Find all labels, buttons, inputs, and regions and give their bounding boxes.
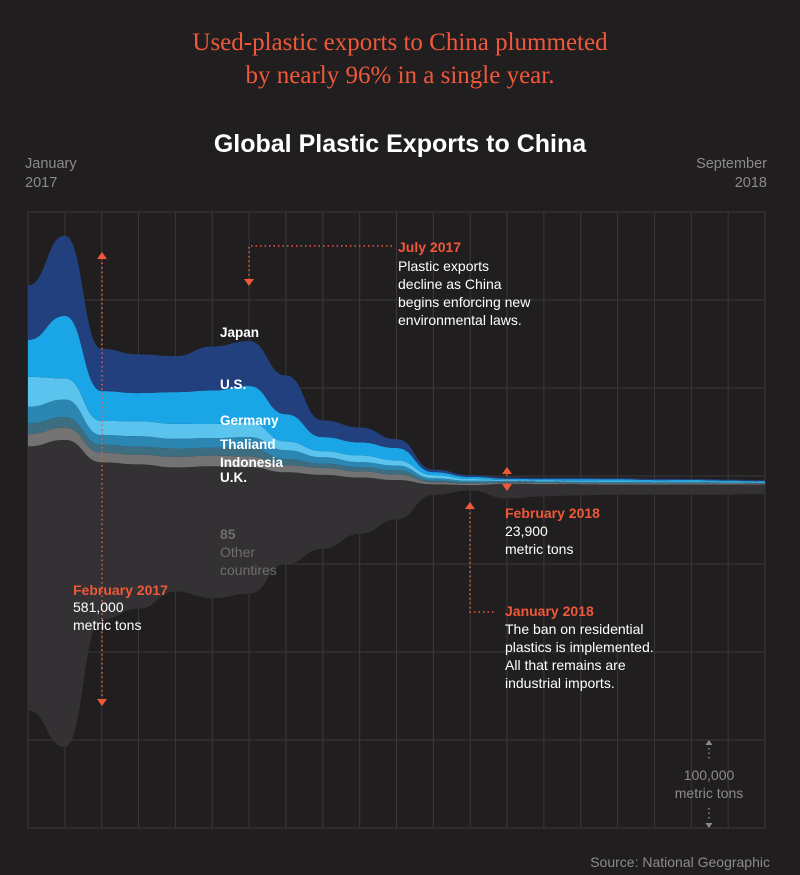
annotation-jan-2018-leader bbox=[469, 508, 496, 613]
layer-thailand bbox=[28, 399, 765, 484]
annotation-july-2017-line: begins enforcing new bbox=[398, 294, 531, 310]
annotation-jan-2018-line: industrial imports. bbox=[505, 675, 615, 691]
layer-us bbox=[28, 315, 765, 483]
annotation-july-2017-line: environmental laws. bbox=[398, 312, 522, 328]
annotation-feb-2018-arrow-up bbox=[502, 467, 512, 474]
series-label-germany: Germany bbox=[220, 413, 279, 428]
source-credit: Source: National Geographic bbox=[590, 854, 770, 870]
annotation-jan-2018-line: plastics is implemented. bbox=[505, 639, 654, 655]
annotation-jan-2018-line: The ban on residential bbox=[505, 621, 644, 637]
annotation-july-2017-leader bbox=[248, 245, 392, 280]
annotation-feb-2017-arrow-down bbox=[97, 699, 107, 706]
series-label-uk: U.K. bbox=[220, 470, 247, 485]
series-label-thailand: Thaliand bbox=[220, 437, 276, 452]
scale-legend-value: 100,000 bbox=[684, 767, 735, 783]
layer-other-countries bbox=[28, 439, 765, 748]
annotation-feb-2018-arrow-down bbox=[502, 484, 512, 491]
headline-line-2: by nearly 96% in a single year. bbox=[245, 62, 555, 89]
start-month: January bbox=[25, 156, 77, 172]
series-label-indonesia: Indonesia bbox=[220, 455, 284, 470]
series-label-others-count: 85 bbox=[220, 526, 236, 542]
headline: Used-plastic exports to China plummeted … bbox=[0, 26, 800, 92]
scale-legend-arrow-down bbox=[705, 823, 713, 828]
annotation-july-2017-line: Plastic exports bbox=[398, 258, 489, 274]
headline-line-1: Used-plastic exports to China plummeted bbox=[192, 29, 608, 56]
layer-germany bbox=[28, 376, 765, 483]
annotation-july-2017-line: decline as China bbox=[398, 276, 502, 292]
end-year: 2018 bbox=[734, 175, 767, 191]
annotation-feb-2018-title: February 2018 bbox=[505, 505, 600, 521]
end-month: September bbox=[696, 156, 767, 172]
series-label-others-line1: Other bbox=[220, 544, 255, 560]
start-year: 2017 bbox=[25, 175, 58, 191]
series-label-others-line2: countires bbox=[220, 562, 277, 578]
stream-layers bbox=[28, 235, 765, 748]
annotation-feb-2017-line: 581,000 bbox=[73, 599, 124, 615]
scale-legend-arrow-up bbox=[705, 740, 713, 745]
annotation-feb-2017-title: February 2017 bbox=[73, 582, 168, 598]
series-label-japan: Japan bbox=[220, 325, 259, 340]
annotation-jan-2018-arrow bbox=[465, 502, 475, 509]
annotation-feb-2018-line: 23,900 bbox=[505, 523, 548, 539]
annotation-feb-2017-arrow-up bbox=[97, 252, 107, 259]
layer-indonesia bbox=[28, 417, 765, 484]
start-date-label: January 2017 bbox=[25, 155, 77, 193]
layer-japan bbox=[28, 235, 765, 482]
annotation-jan-2018-line: All that remains are bbox=[505, 657, 626, 673]
end-date-label: September 2018 bbox=[696, 155, 767, 193]
annotation-july-2017-title: July 2017 bbox=[398, 239, 461, 255]
chart-title: Global Plastic Exports to China bbox=[213, 130, 587, 158]
annotation-feb-2017-line: metric tons bbox=[73, 617, 141, 633]
series-label-us: U.S. bbox=[220, 377, 246, 392]
annotation-july-2017-arrow bbox=[244, 279, 254, 286]
scale-legend-unit: metric tons bbox=[675, 785, 743, 801]
annotation-feb-2018-line: metric tons bbox=[505, 541, 573, 557]
annotation-jan-2018-title: January 2018 bbox=[505, 603, 594, 619]
